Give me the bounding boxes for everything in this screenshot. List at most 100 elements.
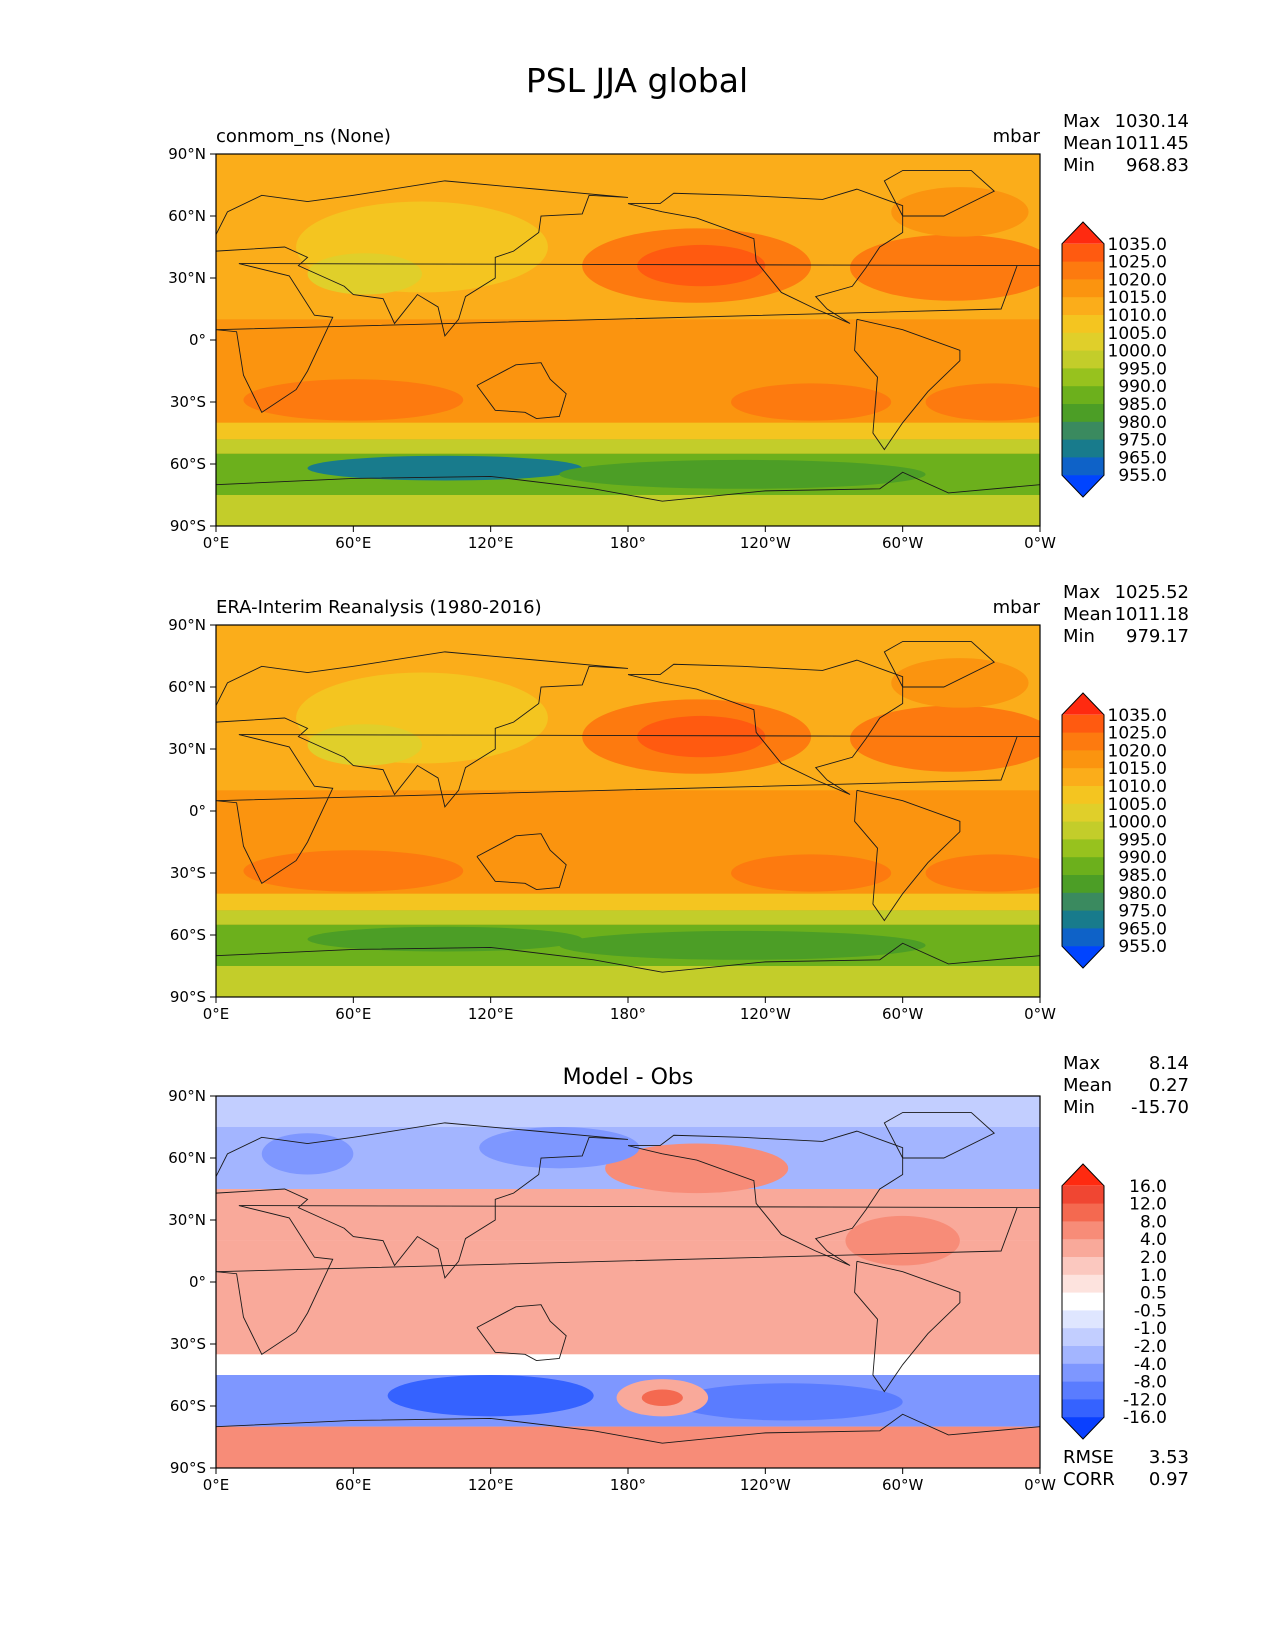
colorbar-tick-label: 980.0 [1118, 884, 1167, 904]
panel-title: ERA-Interim Reanalysis (1980-2016) [216, 597, 542, 618]
field-band-storm-track [216, 439, 1040, 454]
colorbar-segment [1062, 786, 1104, 805]
field-amundsen-low [559, 930, 926, 960]
colorbar-tick-label: 1035.0 [1108, 706, 1167, 726]
field-band-storm-track [216, 893, 1040, 911]
colorbar-tick-label: 965.0 [1118, 919, 1167, 939]
colorbar-tick-label: 16.0 [1129, 1177, 1167, 1197]
y-tick-label: 30°N [168, 269, 206, 287]
coastline-5 [883, 1112, 996, 1159]
colorbar-tick-label: 995.0 [1118, 359, 1167, 379]
colorbar-tick-label: 1000.0 [1108, 813, 1167, 833]
colorbar: 1035.01025.01020.01015.01010.01005.01000… [1061, 221, 1167, 498]
x-tick-label: 60°W [882, 1005, 924, 1023]
colorbar-tick-label: 985.0 [1118, 866, 1167, 886]
field-southern-low [307, 926, 583, 952]
coastline-0 [216, 734, 1040, 884]
stat-value-max: 1030.14 [1115, 111, 1189, 132]
coastline-6 [216, 942, 1040, 973]
map-field [216, 641, 1040, 997]
colorbar-tick-label: 1035.0 [1108, 235, 1167, 255]
field-se-pacific-high [731, 854, 892, 892]
panel-title: conmom_ns (None) [216, 126, 391, 147]
coastline-2 [476, 362, 567, 419]
colorbar-tick-label: -8.0 [1134, 1373, 1167, 1393]
x-tick-label: 120°E [468, 1005, 514, 1023]
y-tick-label: 90°S [170, 1459, 206, 1477]
coastline-5 [883, 170, 996, 217]
colorbar-tick-label: -12.0 [1123, 1390, 1167, 1410]
x-tick-label: 60°E [335, 1476, 371, 1494]
colorbar-tick-label: 975.0 [1118, 902, 1167, 922]
colorbar-tick-label: 1005.0 [1108, 795, 1167, 815]
field-arctic [891, 187, 1029, 237]
stat-value-mean: 1011.18 [1115, 604, 1189, 625]
y-tick-label: 90°S [170, 988, 206, 1006]
colorbar-tick-label: 1015.0 [1108, 759, 1167, 779]
x-tick-label: 0°W [1024, 1476, 1056, 1494]
x-tick-label: 180° [610, 1005, 646, 1023]
colorbar-segment [1062, 732, 1104, 751]
x-tick-label: 60°W [882, 534, 924, 552]
x-tick-label: 180° [610, 1476, 646, 1494]
colorbar-tick-label: -16.0 [1123, 1408, 1167, 1428]
colorbar-segment [1062, 368, 1104, 387]
panel-diff: Model - Obs 90°N 60°N 30°N 0° 30°S 60°S 90°S0°E… [168, 1053, 1189, 1494]
colorbar-segment [1062, 315, 1104, 334]
field-se-pacific-high [731, 383, 892, 421]
panel-obs: ERA-Interim Reanalysis (1980-2016) mbar 90… [168, 582, 1189, 1023]
y-tick-label: 30°S [170, 1335, 206, 1353]
colorbar-segment [1062, 1363, 1104, 1383]
colorbar-tick-label: 990.0 [1118, 377, 1167, 397]
colorbar-extension-top [1062, 222, 1104, 244]
x-tick-label: 0°E [203, 1005, 230, 1023]
colorbar-segment [1062, 768, 1104, 787]
stat-label-max: Max [1063, 111, 1101, 132]
coastline-3 [627, 659, 904, 795]
colorbar-tick-label: 1010.0 [1108, 777, 1167, 797]
stat-label-rmse: RMSE [1063, 1447, 1114, 1468]
colorbar-tick-label: 1025.0 [1108, 253, 1167, 273]
stat-value-min: 968.83 [1126, 155, 1189, 176]
colorbar-segment [1062, 1292, 1104, 1311]
x-tick-label: 120°W [740, 1005, 791, 1023]
x-tick-label: 120°E [468, 534, 514, 552]
colorbar-tick-label: 1015.0 [1108, 288, 1167, 308]
colorbar-segment [1062, 892, 1104, 912]
field-asian-low-core [307, 724, 422, 766]
colorbar-tick-label: 990.0 [1118, 848, 1167, 868]
field-band-storm-track [216, 910, 1040, 925]
field-band-storm-track [216, 422, 1040, 440]
panel-model: conmom_ns (None) mbar 90°N 60°N 30°N 0° 30°S 60… [168, 111, 1189, 552]
coastline-2 [476, 1304, 567, 1361]
y-tick-label: 60°S [170, 926, 206, 944]
colorbar-segment [1062, 404, 1104, 423]
diff-indian-ocean-low [387, 1375, 594, 1417]
colorbar-extension-bottom [1062, 946, 1104, 968]
colorbar-segment [1062, 857, 1104, 876]
coastline-5 [883, 641, 996, 688]
colorbar-segment [1062, 332, 1104, 352]
colorbar-tick-label: 1.0 [1140, 1266, 1167, 1286]
coastline-1 [216, 180, 629, 337]
field-band-antarctica [216, 966, 1040, 997]
coastline-6 [216, 1413, 1040, 1444]
colorbar-segment [1062, 821, 1104, 840]
y-tick-label: 30°S [170, 864, 206, 882]
colorbar-segment [1062, 1239, 1104, 1258]
colorbar-tick-label: 2.0 [1140, 1248, 1167, 1268]
field-arctic [891, 658, 1029, 708]
map-field [216, 1096, 1040, 1468]
coastline-6 [216, 471, 1040, 502]
panel-title: Model - Obs [563, 1065, 694, 1090]
stat-label-min: Min [1063, 626, 1095, 647]
y-tick-label: 30°N [168, 1211, 206, 1229]
colorbar-segment [1062, 1399, 1104, 1418]
colorbar-outline [1061, 692, 1105, 969]
colorbar-segment [1062, 1274, 1104, 1294]
field-s-atlantic-high [925, 383, 1040, 421]
coastline-0 [216, 1205, 1040, 1355]
diff-siberia [479, 1127, 640, 1169]
colorbar-tick-label: -1.0 [1134, 1319, 1167, 1339]
coastline-4 [854, 1260, 961, 1393]
